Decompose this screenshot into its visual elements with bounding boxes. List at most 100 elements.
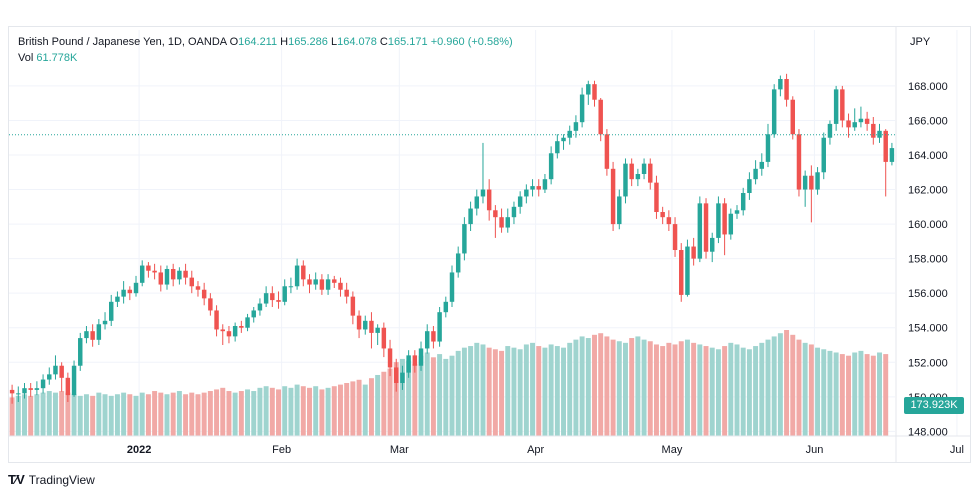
candle <box>617 189 622 230</box>
y-tick-label: 154.000 <box>908 323 948 335</box>
volume-bar <box>176 391 182 436</box>
volume-bar <box>722 346 728 436</box>
volume-bar <box>877 352 882 436</box>
volume-bar <box>734 344 740 436</box>
candle <box>139 260 145 287</box>
candle <box>722 198 727 256</box>
volume-bar <box>356 379 362 436</box>
volume-bar <box>350 381 356 436</box>
candle <box>840 85 845 128</box>
volume-bar <box>387 368 393 436</box>
currency-label: JPY <box>910 36 931 48</box>
legend-symbol: British Pound / Japanese Yen, 1D, OANDA <box>18 36 227 48</box>
candle <box>288 277 294 294</box>
volume-bar <box>158 392 164 436</box>
candle <box>22 383 27 399</box>
candle <box>84 326 89 344</box>
candle <box>177 267 182 285</box>
x-tick-label: Jul <box>950 444 964 456</box>
candle <box>796 129 802 197</box>
legend-close-value: 165.171 <box>387 36 428 48</box>
candle <box>567 125 572 145</box>
candle <box>765 123 771 168</box>
candle <box>579 87 585 128</box>
candle <box>40 374 46 394</box>
x-tick-label: Apr <box>527 444 544 456</box>
volume-bar <box>517 349 523 436</box>
volume-bar <box>220 387 226 436</box>
volume-bar <box>635 336 641 436</box>
volume-bar <box>548 344 554 436</box>
volume-bar <box>573 339 579 436</box>
candle <box>418 341 424 371</box>
volume-bar <box>511 347 517 436</box>
volume-bar <box>214 389 220 436</box>
volume-bar <box>121 392 127 436</box>
candle <box>59 362 64 392</box>
candle <box>883 129 888 197</box>
candle <box>610 161 616 231</box>
volume-bar <box>226 391 232 436</box>
candle <box>511 201 517 225</box>
candle <box>270 286 275 307</box>
volume-bar <box>833 352 839 436</box>
candle <box>536 179 541 197</box>
volume-bar <box>40 392 46 436</box>
volume-bar <box>189 392 195 436</box>
volume-bar <box>263 386 269 436</box>
y-tick-label: 160.000 <box>908 219 948 231</box>
volume-bar <box>542 347 548 436</box>
y-tick-label: 156.000 <box>908 288 948 300</box>
volume-bar <box>65 392 71 436</box>
candle <box>493 205 498 238</box>
volume-bar <box>381 371 387 436</box>
volume-bar <box>331 386 337 436</box>
volume-bar <box>616 341 622 436</box>
volume-bar <box>821 349 827 436</box>
volume-bar <box>437 354 443 436</box>
candle <box>127 286 133 301</box>
volume-bar <box>164 394 170 436</box>
candle <box>740 187 746 216</box>
candle <box>455 246 461 278</box>
volume-bar <box>653 344 659 436</box>
candle <box>846 113 851 138</box>
candle <box>282 279 287 306</box>
volume-bar <box>777 333 783 436</box>
volume-bar <box>288 387 294 436</box>
volume-bar <box>46 391 52 436</box>
volume-bar <box>883 354 889 436</box>
candle <box>325 274 331 295</box>
volume-bar <box>114 394 120 436</box>
candle <box>641 158 647 180</box>
candle <box>449 265 455 307</box>
candle <box>734 205 740 219</box>
volume-bar <box>852 352 858 436</box>
volume-bar <box>759 342 765 436</box>
y-tick-label: 166.000 <box>908 115 948 127</box>
candle <box>468 201 473 231</box>
candle <box>65 372 71 402</box>
volume-bar <box>102 394 108 436</box>
brand-label: TradingView <box>28 472 95 487</box>
volume-bar <box>393 362 399 436</box>
volume-bar <box>536 346 542 436</box>
volume-bar <box>796 339 802 436</box>
candle <box>648 158 653 190</box>
candle <box>877 123 882 143</box>
candle <box>152 263 157 280</box>
volume-bar <box>52 392 58 436</box>
candle <box>115 291 120 307</box>
volume-bar <box>598 333 604 436</box>
candle <box>462 217 467 261</box>
volume-bar <box>666 342 672 436</box>
volume-bar <box>647 341 653 436</box>
volume-bar <box>579 336 585 436</box>
candle <box>226 326 232 344</box>
candle <box>313 272 318 290</box>
brand[interactable]: T⁄V TradingView <box>8 472 95 487</box>
candle <box>208 293 213 316</box>
y-tick-label: 152.000 <box>908 357 948 369</box>
candle <box>301 260 306 287</box>
